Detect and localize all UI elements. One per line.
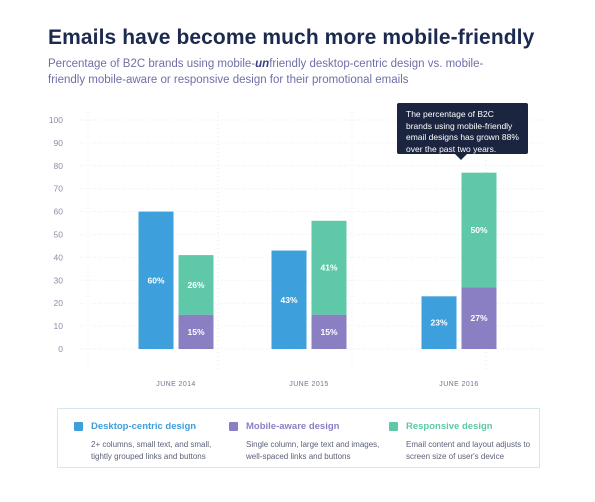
legend-label-mobile-aware: Mobile-aware design xyxy=(246,421,340,432)
bar-mobile-aware-2 xyxy=(461,287,497,349)
y-tick-label-80: 80 xyxy=(54,161,64,171)
bar-mobile-aware-0 xyxy=(178,314,214,349)
y-tick-label-0: 0 xyxy=(58,344,63,354)
bar-label-mobile-aware-0: 15% xyxy=(187,327,204,337)
legend-swatch-desktop xyxy=(74,422,83,431)
y-tick-label-40: 40 xyxy=(54,252,64,262)
legend-label-desktop: Desktop-centric design xyxy=(91,421,197,432)
bar-label-desktop-2: 23% xyxy=(430,318,447,328)
y-tick-label-70: 70 xyxy=(54,184,64,194)
subtitle-emphasis: un xyxy=(255,58,270,70)
bar-desktop-0 xyxy=(138,211,174,349)
chart-title: Emails have become much more mobile-frie… xyxy=(48,26,535,49)
legend-desc-mobile-aware: Single column, large text and images, we… xyxy=(246,440,380,461)
y-tick-label-30: 30 xyxy=(54,275,64,285)
legend: Desktop-centric design 2+ columns, small… xyxy=(57,408,540,468)
bar-responsive-1 xyxy=(311,220,347,315)
legend-item-desktop: Desktop-centric design 2+ columns, small… xyxy=(74,421,231,463)
bar-desktop-2 xyxy=(421,296,457,349)
category-label-1: JUNE 2015 xyxy=(289,381,328,388)
bar-desktop-1 xyxy=(271,250,307,349)
bar-label-desktop-1: 43% xyxy=(280,295,297,305)
subtitle-text-start: Percentage of B2C brands using mobile- xyxy=(48,58,256,70)
y-tick-label-10: 10 xyxy=(54,321,64,331)
y-tick-label-90: 90 xyxy=(54,138,64,148)
legend-swatch-mobile-aware xyxy=(229,422,238,431)
chart-subtitle: Percentage of B2C brands using mobile-un… xyxy=(48,56,518,88)
bar-label-mobile-aware-1: 15% xyxy=(320,327,337,337)
y-tick-label-20: 20 xyxy=(54,298,64,308)
legend-item-mobile-aware: Mobile-aware design Single column, large… xyxy=(229,421,396,463)
y-tick-label-50: 50 xyxy=(54,230,64,240)
category-label-0: JUNE 2014 xyxy=(156,381,195,388)
y-tick-label-100: 100 xyxy=(49,115,63,125)
bar-label-desktop-0: 60% xyxy=(147,275,164,285)
bar-responsive-2 xyxy=(461,172,497,288)
bar-label-responsive-1: 41% xyxy=(320,263,337,273)
bar-label-mobile-aware-2: 27% xyxy=(470,313,487,323)
legend-swatch-responsive xyxy=(389,422,398,431)
stacked-bar-chart: 0 10 20 30 40 50 60 70 80 90 100 60% 15% 26% JUNE 2014… xyxy=(49,112,545,388)
growth-callout: The percentage of B2C brands using mobil… xyxy=(397,103,528,160)
subtitle-text-end: friendly desktop-centric design vs. mobi… xyxy=(48,58,484,86)
legend-item-responsive: Responsive design Email content and layo… xyxy=(389,421,546,463)
bar-mobile-aware-1 xyxy=(311,314,347,349)
bar-responsive-0 xyxy=(178,255,214,315)
legend-desc-desktop: 2+ columns, small text, and small, tight… xyxy=(91,440,212,461)
legend-desc-responsive: Email content and layout adjusts to scre… xyxy=(406,440,531,461)
legend-label-responsive: Responsive design xyxy=(406,421,493,432)
bar-label-responsive-2: 50% xyxy=(470,225,487,235)
category-label-2: JUNE 2016 xyxy=(439,381,478,388)
y-tick-label-60: 60 xyxy=(54,207,64,217)
bar-label-responsive-0: 26% xyxy=(187,280,204,290)
